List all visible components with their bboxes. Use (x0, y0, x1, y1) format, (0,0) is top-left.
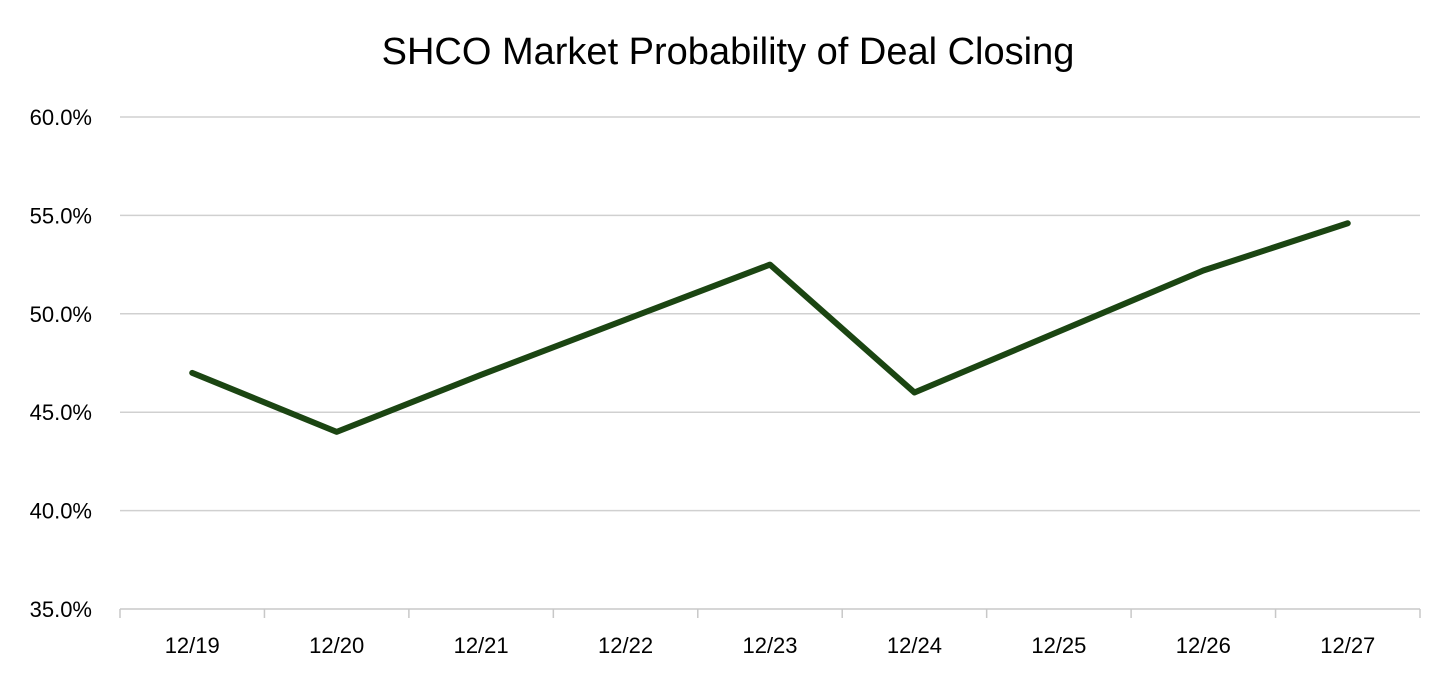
x-tick-label: 12/24 (887, 633, 942, 658)
x-axis-tick-labels: 12/19 12/20 12/21 12/22 12/23 12/24 12/25 12/26… (165, 633, 1376, 658)
x-tick-label: 12/19 (165, 633, 220, 658)
x-tick-label: 12/20 (309, 633, 364, 658)
gridlines (120, 116, 1420, 512)
x-tick-label: 12/23 (742, 633, 797, 658)
x-tick-label: 12/21 (454, 633, 509, 658)
x-tick-label: 12/26 (1176, 633, 1231, 658)
x-axis (119, 608, 1421, 618)
y-axis-tick-labels: 35.0% 40.0% 45.0% 50.0% 55.0% 60.0% (30, 105, 92, 622)
y-tick-label: 60.0% (30, 105, 92, 130)
x-tick-label: 12/25 (1031, 633, 1086, 658)
x-tick-label: 12/22 (598, 633, 653, 658)
series-line (189, 220, 1351, 435)
y-tick-label: 35.0% (30, 597, 92, 622)
y-tick-label: 40.0% (30, 499, 92, 524)
y-tick-label: 50.0% (30, 302, 92, 327)
chart-title: SHCO Market Probability of Deal Closing (382, 31, 1075, 73)
x-tick-label: 12/27 (1320, 633, 1375, 658)
series-layer (189, 220, 1351, 435)
y-tick-label: 45.0% (30, 400, 92, 425)
y-tick-label: 55.0% (30, 203, 92, 228)
